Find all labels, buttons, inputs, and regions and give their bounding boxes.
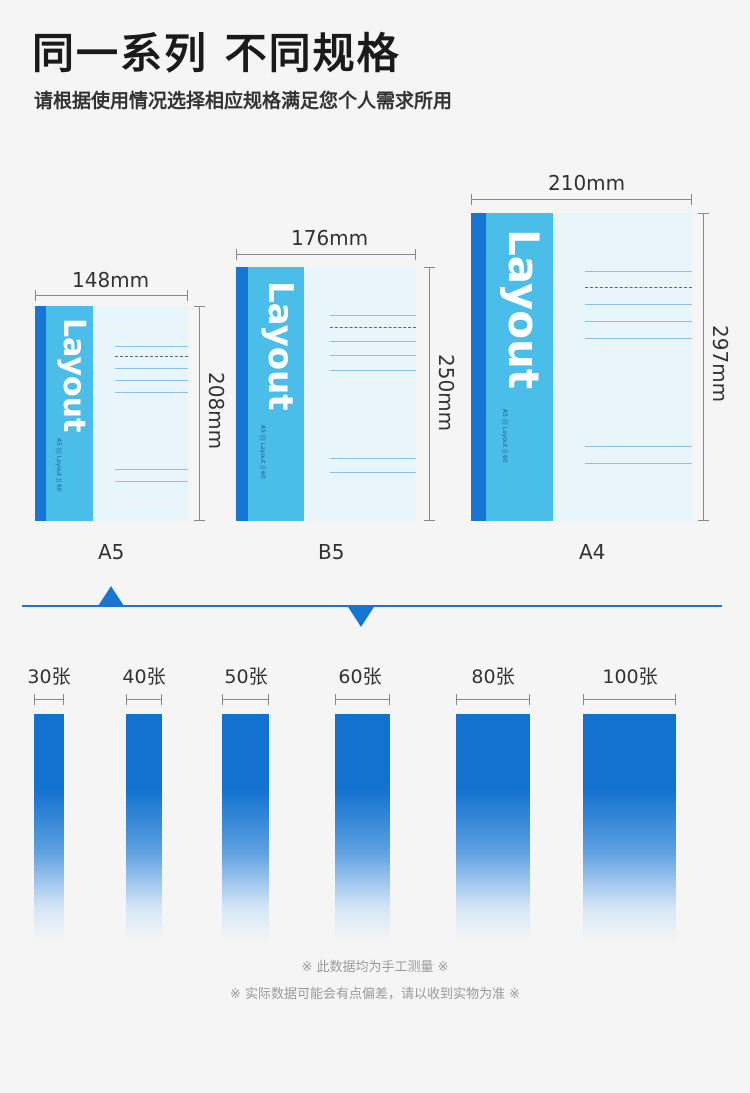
sheet-rule-80: [456, 694, 530, 705]
sheet-rule-50: [222, 694, 269, 705]
b5-width-label: 176mm: [291, 226, 369, 250]
a4-notebook: Layout A5 ||| Layout || 60: [471, 213, 692, 521]
b5-height-label: 250mm: [434, 354, 458, 432]
a5-height-label: 208mm: [204, 372, 228, 450]
sheet-label-100: 100张: [602, 666, 658, 688]
a5-width-rule: [35, 290, 188, 301]
b5-notebook: Layout A5 ||| Layout || 60: [236, 267, 416, 521]
sheet-label-50: 50张: [224, 666, 268, 688]
a5-width-label: 148mm: [72, 268, 150, 292]
thickness-bar-80: [456, 714, 530, 942]
sheet-rule-30: [34, 694, 64, 705]
thickness-bar-50: [222, 714, 269, 942]
a4-height-label: 297mm: [708, 325, 732, 403]
sheet-rule-60: [335, 694, 390, 705]
sheet-label-40: 40张: [122, 666, 166, 688]
b5-spine-text: A5 ||| Layout || 60: [259, 425, 266, 479]
a4-width-rule: [471, 194, 692, 205]
pointer-up-marker: [98, 586, 124, 606]
b5-size-label: B5: [318, 540, 345, 564]
page-subtitle: 请根据使用情况选择相应规格满足您个人需求所用: [34, 90, 453, 112]
a5-spine-text: A5 ||| Layout || 60: [55, 438, 62, 492]
a4-brand-text: Layout: [499, 229, 548, 390]
thickness-bar-30: [34, 714, 64, 942]
thickness-bar-100: [583, 714, 676, 942]
b5-brand-text: Layout: [260, 281, 300, 411]
a5-size-label: A5: [98, 540, 125, 564]
note-deviation: ※ 实际数据可能会有点偏差，请以收到实物为准 ※: [229, 987, 521, 1002]
a4-width-label: 210mm: [548, 171, 626, 195]
section-divider: [22, 605, 722, 607]
page-title: 同一系列 不同规格: [32, 29, 401, 78]
a5-brand-text: Layout: [56, 318, 91, 433]
a4-size-label: A4: [579, 540, 606, 564]
a4-height-rule: [698, 213, 709, 521]
sheet-label-30: 30张: [27, 666, 71, 688]
sheet-label-80: 80张: [471, 666, 515, 688]
sheet-label-60: 60张: [338, 666, 382, 688]
b5-width-rule: [236, 249, 416, 260]
note-measurement: ※ 此数据均为手工测量 ※: [301, 960, 449, 975]
thickness-bar-40: [126, 714, 162, 942]
a5-notebook: Layout A5 ||| Layout || 60: [35, 306, 188, 521]
b5-height-rule: [424, 267, 435, 521]
sheet-rule-40: [126, 694, 162, 705]
pointer-down-marker: [348, 607, 374, 627]
sheet-rule-100: [583, 694, 676, 705]
a4-spine-text: A5 ||| Layout || 60: [501, 409, 508, 463]
thickness-bar-60: [335, 714, 390, 942]
a5-height-rule: [194, 306, 205, 521]
